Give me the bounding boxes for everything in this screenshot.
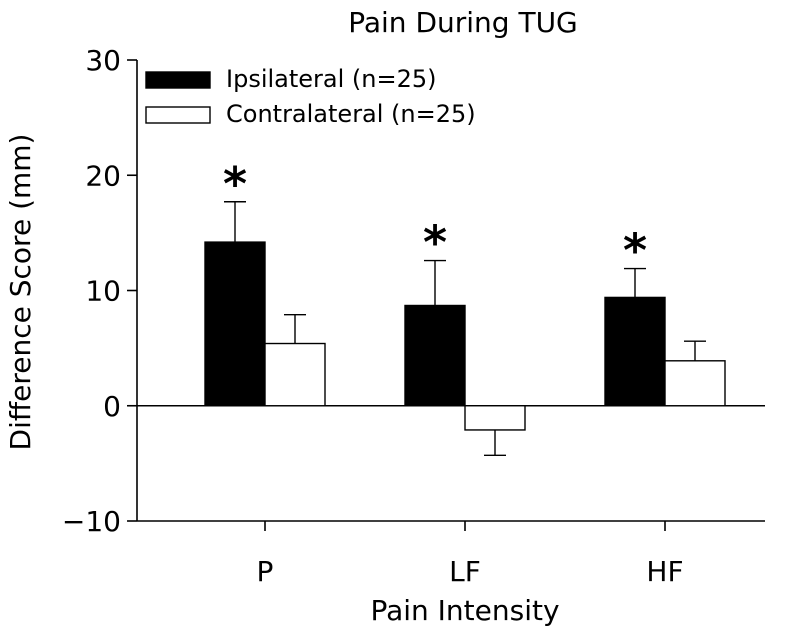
chart-title: Pain During TUG	[348, 6, 578, 39]
x-axis-label: Pain Intensity	[370, 594, 559, 627]
bar-ipsilateral	[204, 241, 266, 407]
y-tick-label: 20	[85, 159, 121, 192]
significance-star: *	[223, 157, 247, 211]
y-tick-label: 10	[85, 275, 121, 308]
bar-ipsilateral	[604, 296, 666, 407]
y-tick-label: 30	[85, 44, 121, 77]
bar-contralateral	[464, 405, 526, 431]
legend-label-ipsilateral: Ipsilateral (n=25)	[226, 65, 437, 93]
y-axis-label: Difference Score (mm)	[4, 134, 37, 451]
legend-swatch-ipsilateral	[145, 71, 211, 89]
bar-ipsilateral	[404, 304, 466, 407]
legend-swatch-contralateral	[145, 106, 211, 124]
significance-star: *	[623, 224, 647, 278]
bar-contralateral	[264, 342, 326, 407]
x-tick-label: LF	[449, 555, 481, 588]
significance-star: *	[423, 216, 447, 270]
y-tick-label: −10	[62, 505, 121, 538]
bar-contralateral	[664, 360, 726, 407]
x-tick-label: HF	[646, 555, 683, 588]
legend-label-contralateral: Contralateral (n=25)	[226, 100, 476, 128]
y-tick-label: 0	[103, 390, 121, 423]
x-tick-label: P	[257, 555, 274, 588]
